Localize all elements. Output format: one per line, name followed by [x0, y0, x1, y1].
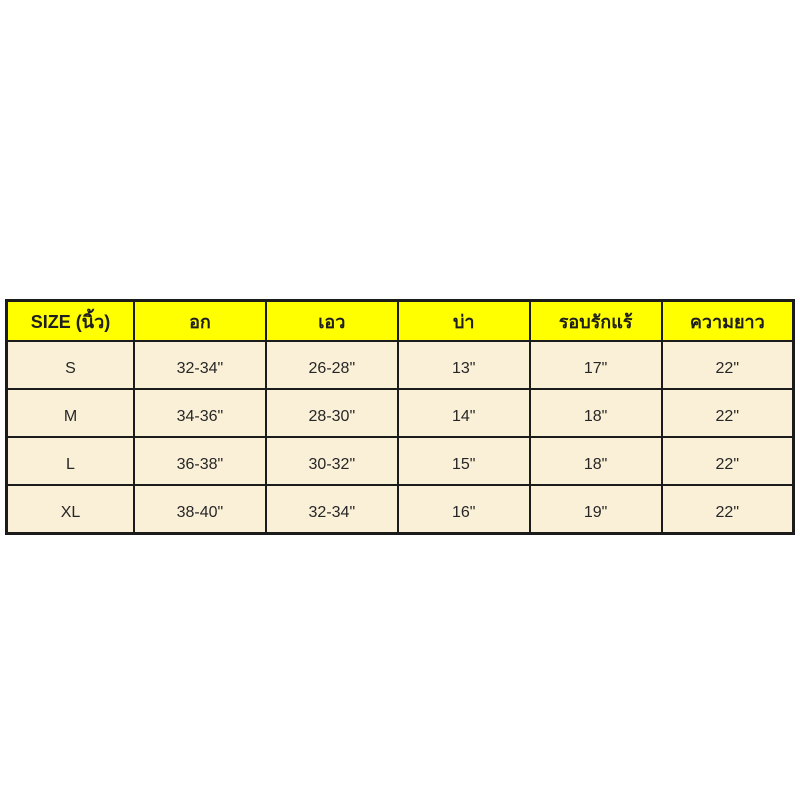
cell-size: XL	[5, 484, 135, 535]
cell-armpit: 17"	[528, 340, 663, 390]
cell-shoulder: 14"	[396, 388, 531, 438]
cell-chest: 38-40"	[132, 484, 267, 535]
cell-waist: 26-28"	[264, 340, 399, 390]
cell-size: S	[5, 340, 135, 390]
cell-waist: 32-34"	[264, 484, 399, 535]
cell-length: 22"	[660, 436, 795, 486]
table-row-m: M 34-36" 28-30" 14" 18" 22"	[5, 388, 795, 438]
cell-waist: 28-30"	[264, 388, 399, 438]
cell-chest: 36-38"	[132, 436, 267, 486]
table-row-s: S 32-34" 26-28" 13" 17" 22"	[5, 340, 795, 390]
table-header-row: SIZE (นิ้ว) อก เอว บ่า รอบรักแร้ ความยาว	[5, 299, 795, 342]
size-chart-table: SIZE (นิ้ว) อก เอว บ่า รอบรักแร้ ความยาว…	[5, 299, 795, 535]
header-cell-armpit: รอบรักแร้	[528, 299, 663, 342]
cell-shoulder: 16"	[396, 484, 531, 535]
table-row-l: L 36-38" 30-32" 15" 18" 22"	[5, 436, 795, 486]
cell-chest: 34-36"	[132, 388, 267, 438]
cell-chest: 32-34"	[132, 340, 267, 390]
cell-size: L	[5, 436, 135, 486]
table-body: S 32-34" 26-28" 13" 17" 22" M 34-36" 28-…	[5, 340, 795, 535]
cell-armpit: 18"	[528, 388, 663, 438]
header-cell-waist: เอว	[264, 299, 399, 342]
cell-size: M	[5, 388, 135, 438]
header-cell-size: SIZE (นิ้ว)	[5, 299, 135, 342]
cell-shoulder: 13"	[396, 340, 531, 390]
size-chart: SIZE (นิ้ว) อก เอว บ่า รอบรักแร้ ความยาว…	[5, 299, 795, 535]
cell-shoulder: 15"	[396, 436, 531, 486]
cell-length: 22"	[660, 340, 795, 390]
cell-armpit: 18"	[528, 436, 663, 486]
cell-waist: 30-32"	[264, 436, 399, 486]
header-cell-length: ความยาว	[660, 299, 795, 342]
cell-length: 22"	[660, 388, 795, 438]
header-cell-shoulder: บ่า	[396, 299, 531, 342]
table-row-xl: XL 38-40" 32-34" 16" 19" 22"	[5, 484, 795, 535]
header-cell-chest: อก	[132, 299, 267, 342]
cell-armpit: 19"	[528, 484, 663, 535]
cell-length: 22"	[660, 484, 795, 535]
